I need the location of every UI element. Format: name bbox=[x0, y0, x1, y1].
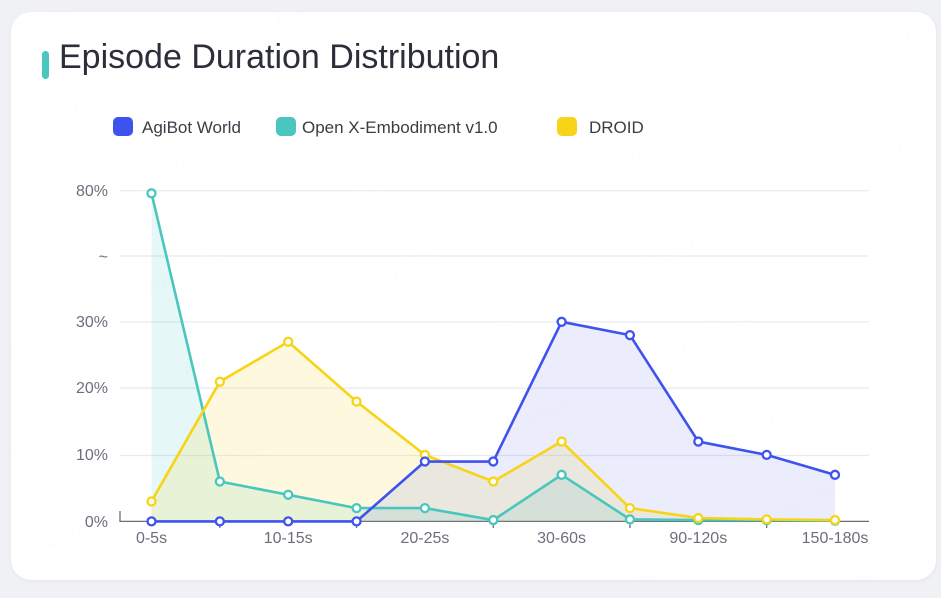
svg-text:150-180s: 150-180s bbox=[802, 530, 869, 547]
svg-text:~: ~ bbox=[99, 249, 108, 266]
svg-text:80%: 80% bbox=[76, 183, 108, 200]
svg-text:10%: 10% bbox=[76, 447, 108, 464]
svg-text:20%: 20% bbox=[76, 380, 108, 397]
svg-text:0-5s: 0-5s bbox=[136, 530, 167, 547]
svg-text:0%: 0% bbox=[85, 514, 108, 531]
svg-text:20-25s: 20-25s bbox=[400, 530, 449, 547]
svg-text:90-120s: 90-120s bbox=[669, 530, 727, 547]
svg-text:30-60s: 30-60s bbox=[537, 530, 586, 547]
svg-text:10-15s: 10-15s bbox=[264, 530, 313, 547]
svg-text:30%: 30% bbox=[76, 314, 108, 331]
